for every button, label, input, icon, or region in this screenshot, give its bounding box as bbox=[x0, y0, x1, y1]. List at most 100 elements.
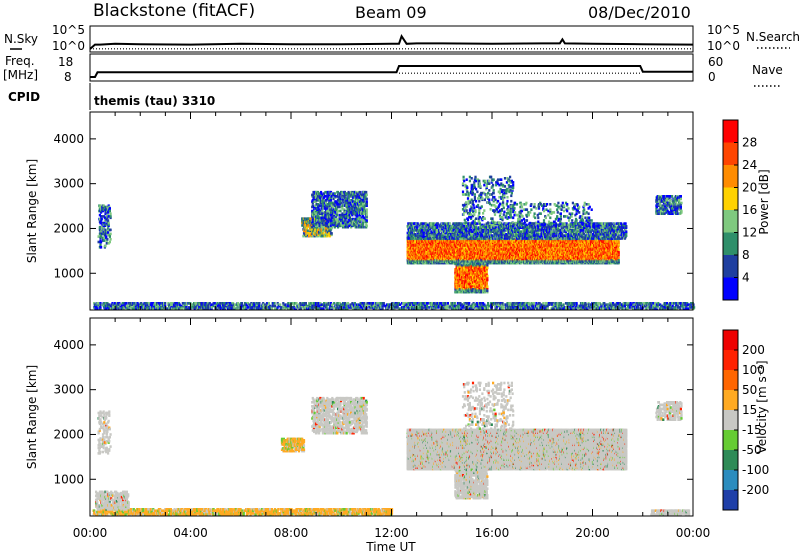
range-time-cell bbox=[349, 217, 351, 220]
range-time-cell bbox=[330, 214, 332, 217]
range-time-cell bbox=[680, 302, 682, 305]
range-time-cell bbox=[108, 215, 110, 218]
noise-left-tick-bottom: 10^0 bbox=[52, 39, 85, 53]
nave-tick-top: 60 bbox=[708, 55, 723, 69]
range-time-cell bbox=[447, 306, 449, 309]
range-time-cell bbox=[154, 302, 156, 305]
range-time-cell bbox=[363, 302, 365, 305]
range-time-cell bbox=[268, 302, 270, 305]
range-time-cell bbox=[110, 238, 112, 241]
range-time-cell bbox=[366, 200, 368, 203]
power-scatter-cells bbox=[93, 176, 695, 310]
range-time-cell bbox=[365, 191, 367, 194]
range-time-cell bbox=[347, 302, 349, 305]
range-time-cell bbox=[366, 225, 368, 228]
range-time-cell bbox=[359, 191, 361, 194]
beam-title: Beam 09 bbox=[355, 3, 427, 22]
range-time-cell bbox=[366, 219, 368, 222]
range-time-cell bbox=[125, 302, 127, 305]
range-time-cell bbox=[108, 303, 110, 306]
range-time-cell bbox=[233, 306, 235, 309]
freq-left-unit: [MHz] bbox=[3, 68, 38, 82]
range-time-cell bbox=[110, 212, 112, 215]
range-time-cell bbox=[603, 302, 605, 305]
range-time-cell bbox=[640, 302, 642, 305]
range-time-cell bbox=[562, 303, 564, 306]
range-time-cell bbox=[141, 303, 143, 306]
range-time-cell bbox=[643, 302, 645, 305]
range-time-cell bbox=[366, 302, 368, 305]
radar-summary-plot: Blackstone (fitACF) Beam 09 08/Dec/2010 … bbox=[0, 0, 800, 554]
range-time-cell bbox=[439, 302, 441, 305]
freq-tick-top: 18 bbox=[58, 55, 73, 69]
range-time-cell bbox=[613, 303, 615, 306]
frequency-series-freq bbox=[90, 66, 693, 77]
range-time-cell bbox=[110, 215, 112, 218]
range-time-cell bbox=[274, 305, 276, 308]
noise-panel-frame bbox=[90, 26, 693, 52]
range-time-cell bbox=[114, 302, 116, 305]
range-time-cell bbox=[666, 302, 668, 305]
range-time-cell bbox=[542, 302, 544, 305]
range-time-cell bbox=[321, 217, 323, 220]
range-time-cell bbox=[322, 219, 324, 222]
range-time-cell bbox=[241, 302, 243, 305]
power-panel: 1000200030004000 Slant Range [km] 481216… bbox=[25, 112, 771, 310]
range-time-cell bbox=[362, 222, 364, 225]
range-time-cell bbox=[305, 302, 307, 305]
range-time-cell bbox=[104, 245, 106, 248]
range-time-cell bbox=[310, 302, 312, 305]
noise-left-label: N.Sky bbox=[4, 32, 38, 46]
range-time-cell bbox=[383, 302, 385, 305]
range-time-cell bbox=[399, 303, 401, 306]
range-time-cell bbox=[545, 302, 547, 305]
range-time-cell bbox=[330, 199, 332, 202]
freq-tick-bottom: 8 bbox=[64, 70, 72, 84]
range-time-cell bbox=[186, 302, 188, 305]
range-time-cell bbox=[427, 302, 429, 305]
range-time-cell bbox=[101, 218, 103, 221]
range-time-cell bbox=[366, 211, 368, 214]
range-time-cell bbox=[319, 217, 321, 220]
noise-right-tick-bottom: 10^0 bbox=[707, 39, 740, 53]
noise-left-tick-top: 10^5 bbox=[52, 23, 85, 37]
frequency-panel-frame bbox=[90, 54, 693, 81]
range-time-cell bbox=[528, 306, 530, 309]
range-time-cell bbox=[110, 233, 112, 236]
range-time-cell bbox=[280, 306, 282, 309]
range-time-cell bbox=[307, 224, 309, 227]
range-time-cell bbox=[100, 246, 102, 249]
noise-panel: N.Sky 10^5 10^0 10^5 10^0 N.Search bbox=[4, 23, 800, 53]
range-time-cell bbox=[447, 302, 449, 305]
range-time-cell bbox=[576, 302, 578, 305]
range-time-cell bbox=[171, 302, 173, 305]
range-time-cell bbox=[100, 241, 102, 244]
noise-right-label: N.Search bbox=[746, 30, 800, 44]
range-time-cell bbox=[366, 208, 368, 211]
range-time-cell bbox=[101, 215, 103, 218]
range-time-cell bbox=[336, 218, 338, 221]
range-time-cell bbox=[313, 302, 315, 305]
noise-series-group bbox=[90, 36, 693, 49]
range-time-cell bbox=[100, 235, 102, 238]
range-time-cell bbox=[107, 231, 109, 234]
range-time-cell bbox=[106, 242, 108, 245]
range-time-cell bbox=[110, 229, 112, 232]
range-time-cell bbox=[322, 232, 324, 235]
range-time-cell bbox=[341, 217, 343, 220]
range-time-cell bbox=[366, 194, 368, 197]
range-time-cell bbox=[101, 226, 103, 229]
noise-series-n-sky bbox=[90, 36, 693, 49]
range-time-cell bbox=[488, 305, 490, 308]
range-time-cell bbox=[510, 306, 512, 309]
range-time-cell bbox=[98, 241, 100, 244]
range-time-cell bbox=[334, 192, 336, 195]
range-time-cell bbox=[109, 241, 111, 244]
range-time-cell bbox=[103, 237, 105, 240]
range-time-cell bbox=[164, 302, 166, 305]
cpid-panel: CPID themis (tau) 3310 bbox=[8, 83, 215, 110]
range-time-cell bbox=[502, 306, 504, 309]
range-time-cell bbox=[326, 206, 328, 209]
range-time-cell bbox=[105, 235, 107, 238]
range-time-cell bbox=[322, 226, 324, 229]
